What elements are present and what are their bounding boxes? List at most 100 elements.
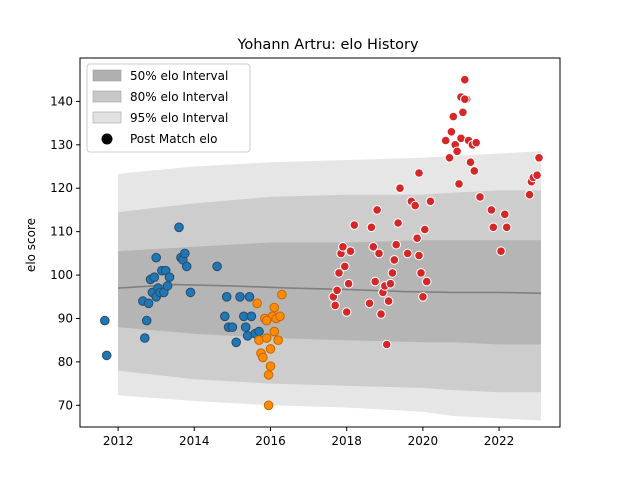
match-point-red — [402, 248, 413, 259]
legend-label: 95% elo Interval — [130, 111, 228, 125]
match-point-red — [500, 209, 510, 220]
x-tick-label: 2014 — [179, 434, 210, 448]
match-point-red — [501, 222, 512, 233]
match-point-blue — [100, 315, 110, 326]
match-point-red — [416, 268, 426, 278]
mean-elo-line — [118, 283, 542, 295]
match-point-red — [420, 224, 430, 235]
match-point-blue — [246, 311, 257, 322]
match-point-red — [391, 239, 402, 250]
x-tick-label: 2022 — [484, 434, 515, 448]
legend-label: 80% elo Interval — [130, 90, 228, 104]
match-point-red — [370, 276, 381, 287]
match-point-blue — [244, 292, 255, 302]
match-point-red — [349, 220, 360, 230]
match-point-red — [452, 146, 462, 157]
match-point-orange — [261, 315, 272, 326]
match-point-orange — [269, 302, 280, 313]
match-point-blue — [180, 248, 190, 259]
match-point-red — [460, 94, 470, 104]
legend-swatch — [92, 90, 122, 103]
match-point-red — [488, 222, 499, 233]
y-tick-label: 100 — [50, 268, 73, 282]
match-point-red — [469, 166, 480, 176]
match-point-red — [387, 268, 398, 278]
match-point-orange — [265, 344, 276, 354]
match-point-red — [376, 309, 386, 319]
y-tick-label: 130 — [50, 138, 73, 152]
axes-frame — [79, 57, 561, 428]
match-point-blue — [164, 272, 175, 283]
x-tick-label: 2012 — [103, 434, 134, 448]
match-point-blue — [235, 292, 245, 302]
x-tick-label: 2018 — [331, 434, 362, 448]
match-point-blue — [143, 298, 154, 309]
match-point-red — [458, 107, 468, 118]
match-point-red — [421, 276, 432, 287]
match-point-red — [418, 292, 428, 302]
match-point-red — [334, 268, 344, 278]
match-point-red — [448, 111, 459, 122]
match-point-blue — [254, 326, 264, 337]
match-point-red — [395, 183, 405, 193]
match-point-red — [454, 179, 464, 189]
match-point-red — [383, 296, 394, 306]
match-point-orange — [265, 361, 276, 372]
match-point-red — [471, 137, 482, 148]
y-tick-label: 140 — [50, 94, 73, 108]
match-point-red — [412, 233, 422, 243]
match-point-blue — [174, 222, 184, 233]
match-point-red — [345, 246, 356, 256]
match-point-orange — [273, 335, 283, 346]
legend-marker — [101, 133, 113, 145]
match-point-red — [534, 153, 544, 163]
legend-label: Post Match elo — [130, 132, 217, 146]
match-point-blue — [240, 322, 251, 333]
legend-box — [86, 63, 251, 153]
match-point-red — [372, 205, 382, 215]
match-point-red — [414, 250, 424, 261]
y-tick-label: 90 — [58, 311, 73, 325]
legend-swatch — [92, 69, 122, 82]
match-point-red — [389, 255, 400, 265]
match-point-red — [364, 298, 375, 309]
match-point-red — [338, 242, 348, 252]
legend: 50% elo Interval 80% elo Interval 95% elo … — [86, 63, 251, 153]
match-point-red — [332, 285, 342, 296]
y-tick-label: 120 — [50, 181, 73, 195]
match-point-red — [444, 153, 455, 163]
match-point-red — [532, 170, 542, 180]
match-point-orange — [269, 326, 280, 337]
plot-area — [100, 74, 544, 421]
match-point-orange — [261, 333, 272, 343]
match-point-red — [368, 242, 379, 252]
match-point-red — [366, 222, 377, 233]
match-point-red — [374, 248, 384, 259]
match-point-red — [343, 278, 354, 289]
match-point-red — [475, 192, 485, 202]
match-point-red — [496, 246, 506, 256]
y-tick-label: 70 — [58, 398, 73, 412]
match-point-red — [460, 74, 470, 85]
match-point-red — [446, 127, 457, 137]
match-point-blue — [212, 261, 222, 272]
match-point-blue — [227, 322, 238, 333]
x-tick-label: 2016 — [255, 434, 286, 448]
match-point-orange — [263, 400, 274, 411]
match-point-red — [340, 261, 350, 272]
match-point-blue — [221, 292, 232, 302]
x-tick-label: 2020 — [408, 434, 439, 448]
match-point-blue — [140, 333, 150, 343]
match-point-red — [381, 339, 392, 350]
match-point-blue — [149, 272, 160, 283]
match-point-red — [414, 168, 424, 178]
match-point-blue — [162, 281, 173, 291]
match-point-red — [341, 307, 352, 317]
match-point-orange — [258, 352, 268, 363]
match-point-red — [486, 205, 497, 215]
match-point-red — [440, 135, 451, 146]
match-point-red — [524, 189, 535, 200]
match-point-blue — [141, 315, 152, 326]
match-point-blue — [181, 261, 192, 272]
